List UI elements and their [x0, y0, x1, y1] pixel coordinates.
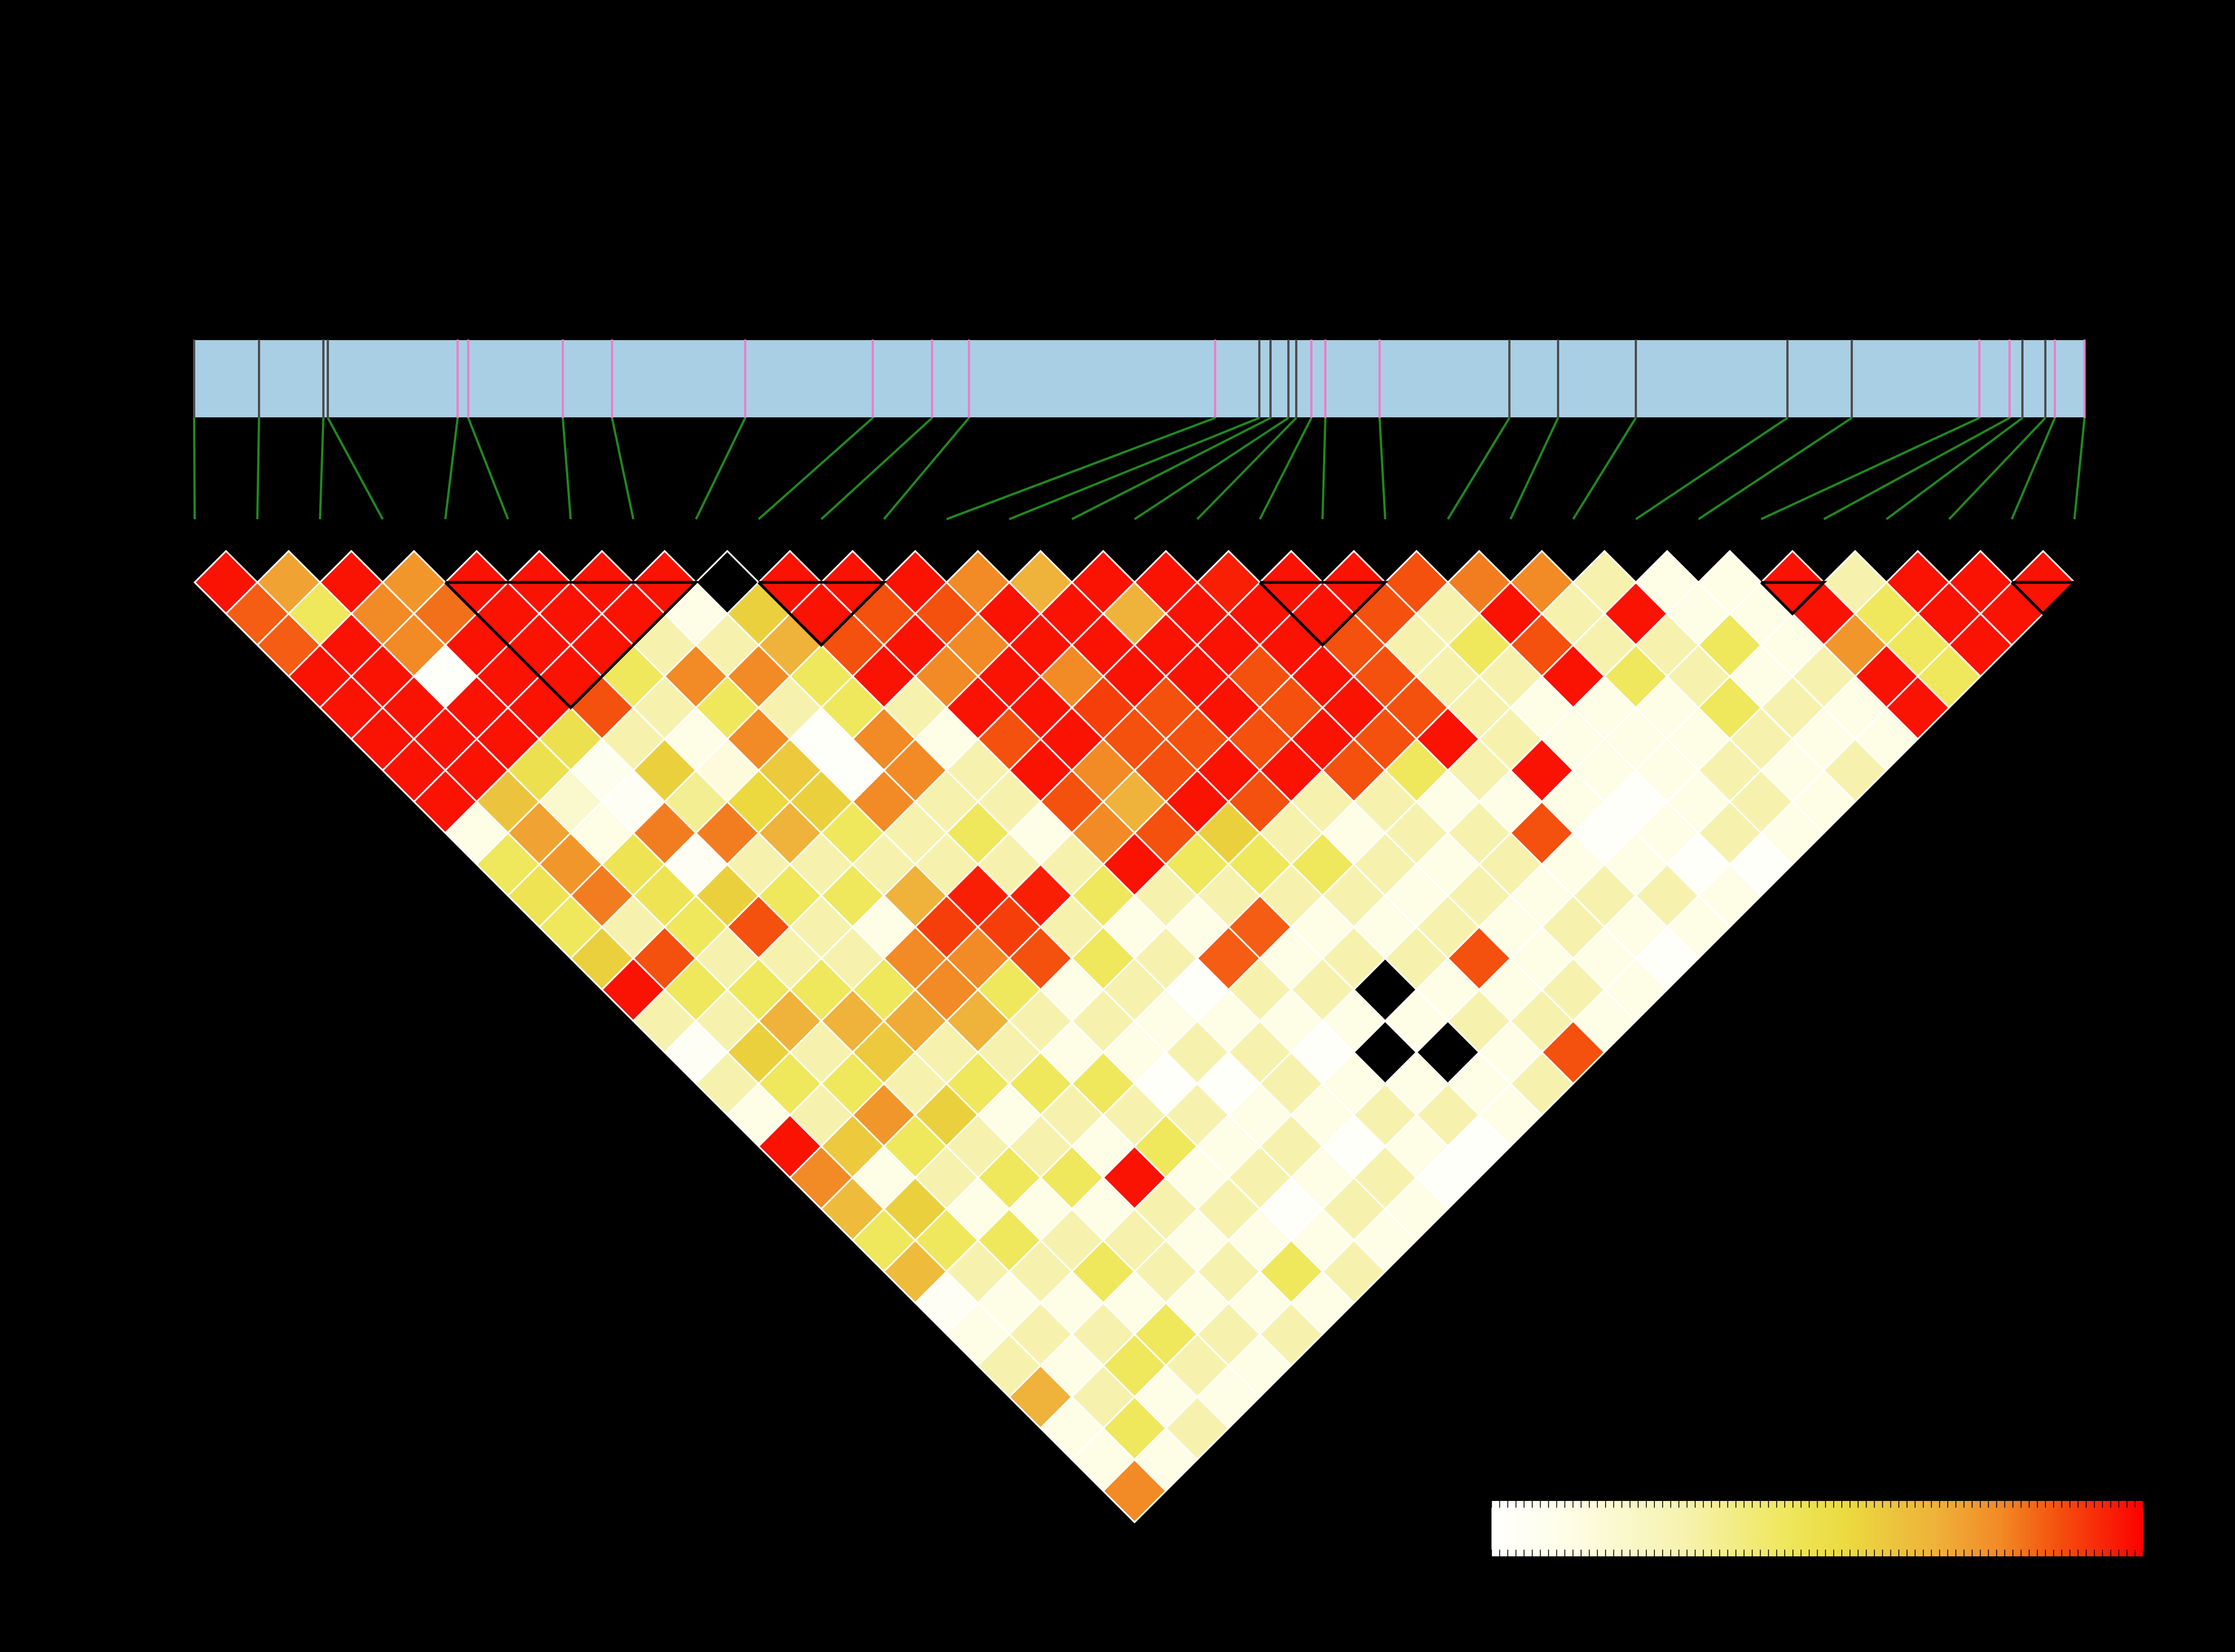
- snp-connector-line: [467, 417, 509, 520]
- haplotype-block-outline: [2011, 581, 2078, 616]
- snp-connector-line: [946, 417, 1216, 520]
- snp-connector-line: [1196, 417, 1297, 520]
- snp-connector-line: [1823, 417, 2010, 520]
- snp-connector-line: [757, 417, 874, 520]
- snp-connector-line: [1378, 417, 1386, 520]
- snp-position-ticks: [193, 340, 2086, 418]
- snp-connector-line: [256, 417, 260, 520]
- haplotype-block-outline: [1259, 581, 1389, 647]
- snp-connector-line: [1259, 417, 1312, 520]
- snp-connector-line: [1009, 417, 1260, 520]
- snp-connector-line: [2073, 417, 2086, 520]
- genomic-position-bar: [194, 339, 2085, 418]
- snp-connector-line: [1572, 417, 1637, 520]
- snp-connector-line: [611, 417, 634, 520]
- snp-connector-line: [444, 417, 459, 520]
- snp-connector-line: [327, 417, 384, 520]
- snp-connector-line: [1509, 417, 1559, 520]
- snp-connector-line: [1071, 417, 1271, 520]
- snp-connector-line: [1447, 417, 1511, 520]
- snp-connector-line: [883, 417, 970, 520]
- haplotype-block-outline: [757, 581, 888, 647]
- haplotype-block-outline: [444, 581, 700, 710]
- snp-connector-line: [695, 417, 746, 520]
- snp-connector-line: [319, 417, 324, 520]
- haplotype-block-outline: [1760, 581, 1828, 616]
- snp-connector-lines: [193, 417, 2086, 520]
- color-key-legend: [1491, 1501, 2144, 1556]
- snp-connector-line: [1761, 417, 1980, 520]
- snp-connector-line: [2011, 417, 2056, 520]
- snp-connector-line: [193, 417, 196, 520]
- snp-connector-line: [1948, 417, 2046, 520]
- snp-connector-line: [1885, 417, 2024, 520]
- snp-connector-line: [1635, 417, 1789, 520]
- snp-connector-line: [1697, 417, 1853, 520]
- snp-connector-line: [820, 417, 933, 520]
- haplotype-block-outlines: [444, 581, 2078, 710]
- snp-connector-line: [562, 417, 572, 520]
- snp-connector-line: [1133, 417, 1290, 520]
- ld-heatmap-cells: [193, 549, 2076, 1524]
- snp-connector-line: [1321, 417, 1326, 520]
- color-key-gradient: [1491, 1501, 2143, 1556]
- genomic-bar-rect: [194, 339, 2085, 418]
